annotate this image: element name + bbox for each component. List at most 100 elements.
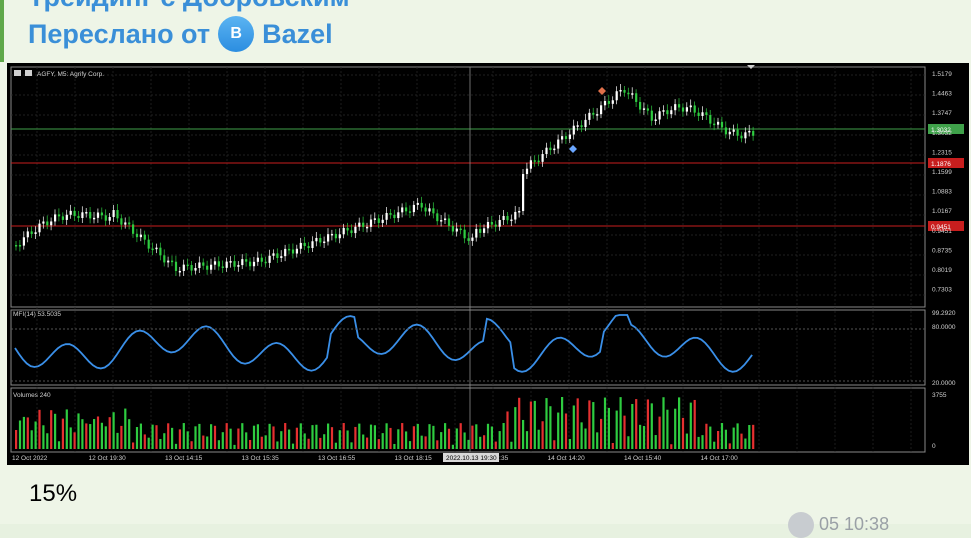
candle-body <box>432 208 435 214</box>
candle-body <box>631 93 634 95</box>
volume-bar <box>229 428 232 449</box>
sender-name[interactable]: Трейдинг с Добровским <box>28 0 350 13</box>
candle-body <box>81 212 84 219</box>
volume-bar <box>428 424 431 449</box>
candle-body <box>420 202 423 208</box>
volume-bar <box>681 417 685 449</box>
candle-body <box>705 112 708 116</box>
candle-body <box>405 207 408 212</box>
volume-bar <box>256 424 259 449</box>
volume-bar <box>202 435 205 449</box>
candle-body <box>252 261 256 267</box>
volume-bar <box>54 413 57 449</box>
avatar[interactable]: B <box>218 16 255 52</box>
candle-body <box>221 266 224 268</box>
candle-body <box>46 221 49 226</box>
volume-bar <box>522 419 525 449</box>
volume-bar <box>705 423 708 449</box>
volume-bar <box>752 424 755 449</box>
volume-bar <box>600 418 603 449</box>
forwarded-from[interactable]: Переслано от B Bazel <box>28 16 333 52</box>
volume-bar <box>459 423 462 449</box>
mfi-tick-label: 80.0000 <box>932 324 956 331</box>
volume-bar <box>498 431 501 449</box>
volume-bar <box>436 440 439 449</box>
candle-body <box>213 261 217 265</box>
candle-body <box>662 110 665 112</box>
candle-body <box>603 100 607 106</box>
candle-body <box>163 255 166 263</box>
volume-bar <box>182 423 185 449</box>
volume-bar <box>26 417 29 449</box>
candle-body <box>444 218 447 221</box>
candle-body <box>319 237 322 243</box>
candle-body <box>342 227 345 235</box>
candle-body <box>592 112 595 115</box>
candle-body <box>522 174 525 212</box>
price-level-badge <box>928 158 964 168</box>
volume-bar <box>732 427 735 449</box>
candle-body <box>498 219 501 227</box>
price-level-badge-text: 1.3032 <box>931 127 951 134</box>
views-icon <box>788 512 814 538</box>
volume-bar <box>225 423 228 449</box>
volume-bar <box>171 427 174 449</box>
volume-bar <box>385 423 388 449</box>
volume-bar <box>73 432 76 449</box>
volume-bar <box>369 424 373 449</box>
candle-body <box>362 222 365 227</box>
candle-body <box>303 242 306 247</box>
volume-bar <box>650 403 653 449</box>
volume-bar <box>557 412 560 449</box>
volume-bar <box>670 444 673 449</box>
volume-bar <box>61 418 64 449</box>
candle-body <box>22 237 25 246</box>
volume-bar <box>455 428 458 449</box>
candle-body <box>416 202 419 205</box>
candle-body <box>143 234 146 240</box>
candle-body <box>607 100 610 104</box>
volume-bar <box>155 425 158 449</box>
volume-bar <box>646 399 649 449</box>
volume-bar <box>529 401 532 449</box>
volume-bar <box>405 431 408 449</box>
volume-bar <box>112 412 115 449</box>
candle-body <box>377 218 380 223</box>
candle-body <box>112 210 115 218</box>
volume-bar <box>358 423 361 449</box>
volume-bar <box>416 423 419 449</box>
price-level-badge-text: 1.1876 <box>931 161 951 168</box>
volume-bar <box>178 429 181 449</box>
candle-body <box>249 261 252 267</box>
candle-body <box>510 219 513 222</box>
price-tick-label: 1.3747 <box>932 110 952 117</box>
volume-bar <box>592 402 595 449</box>
forwarded-channel-name[interactable]: Bazel <box>262 18 333 49</box>
candle-body <box>260 257 263 262</box>
candle-body <box>210 264 213 270</box>
volume-bar <box>373 425 376 449</box>
crosshair-time: 2022.10.13 19:30 <box>446 455 497 462</box>
price-tick-label: 1.0883 <box>932 189 952 196</box>
candle-body <box>128 222 131 225</box>
candle-body <box>26 231 29 238</box>
volume-bar <box>108 417 111 449</box>
volume-bar <box>104 426 107 449</box>
candle-body <box>241 259 244 266</box>
candle-body <box>436 213 439 222</box>
candle-body <box>744 132 747 139</box>
candle-body <box>124 222 127 225</box>
candle-body <box>611 100 614 104</box>
volume-bar <box>678 397 681 449</box>
grid <box>11 67 925 452</box>
candle-body <box>736 129 739 136</box>
candle-body <box>459 228 462 231</box>
candle-body <box>576 125 579 127</box>
volume-bar <box>272 426 275 449</box>
volume-bar <box>584 428 587 449</box>
candle-body <box>650 110 653 121</box>
candle-body <box>471 237 474 241</box>
chart-icon <box>25 70 32 76</box>
volume-bar <box>303 433 306 449</box>
chart-screenshot[interactable]: 1.3032 1.1876 0.9451 1.5179 1.4463 1.3747 1.3… <box>7 63 969 465</box>
